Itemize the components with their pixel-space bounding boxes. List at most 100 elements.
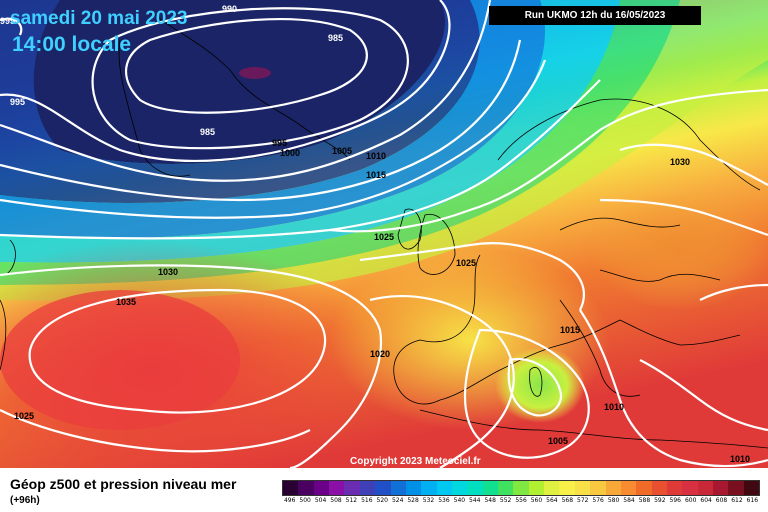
blue-band: [0, 0, 545, 239]
map-title: Géop z500 et pression niveau mer: [10, 476, 237, 492]
scale-tick-label: 560: [530, 497, 543, 504]
color-swatch: [713, 481, 729, 495]
scale-tick-label: 516: [361, 497, 373, 504]
forecast-time: 14:00 locale: [12, 33, 132, 56]
map-canvas: 990 985 985 995 995 995 1000 1005 1010 1…: [0, 0, 768, 500]
color-swatch: [375, 481, 391, 495]
weather-map: 990 985 985 995 995 995 1000 1005 1010 1…: [0, 0, 768, 500]
color-swatch: [498, 481, 514, 495]
isobar-label: 1010: [730, 454, 750, 464]
forecast-date: samedi 20 mai 2023: [10, 8, 188, 29]
color-swatch: [544, 481, 560, 495]
isobar-label: 985: [200, 127, 215, 137]
scale-tick-label: 604: [700, 497, 712, 504]
isobar-label: 990: [222, 4, 237, 14]
scale-tick-label: 504: [314, 497, 327, 504]
scale-tick-label: 544: [469, 497, 481, 504]
isobar-label: 995: [0, 16, 15, 26]
isobar-label: 985: [328, 33, 343, 43]
color-swatch: [451, 481, 468, 495]
coastlines: [0, 9, 768, 449]
color-swatch: [590, 481, 606, 495]
isobar-label: 995: [272, 138, 287, 148]
isobars: [0, 0, 768, 468]
scale-tick-label: 572: [577, 497, 589, 504]
scale-tick-label: 520: [376, 497, 388, 504]
color-swatch: [513, 481, 529, 495]
isobar-label: 1015: [560, 325, 580, 335]
isobar-label: 1025: [374, 232, 394, 242]
red-core: [0, 290, 240, 430]
color-swatch: [421, 481, 437, 495]
scale-tick-label: 524: [391, 497, 404, 504]
scale-tick-label: 528: [407, 497, 419, 504]
color-swatch: [344, 481, 360, 495]
scale-tick-label: 536: [438, 497, 450, 504]
color-swatch: [620, 481, 637, 495]
scale-tick-label: 616: [746, 497, 759, 504]
isobar-label: 1025: [14, 411, 34, 421]
scale-tick-label: 596: [669, 497, 681, 504]
model-run-label: Run UKMO 12h du 16/05/2023: [489, 6, 701, 25]
color-swatch: [651, 481, 667, 495]
color-swatch: [697, 481, 714, 495]
scale-tick-label: 576: [592, 497, 604, 504]
color-swatch: [329, 481, 345, 495]
scale-tick-label: 500: [299, 497, 311, 504]
isobar-label: 1030: [158, 267, 178, 277]
isobar-label: 995: [10, 97, 25, 107]
color-swatch: [559, 481, 575, 495]
color-swatch: [636, 481, 652, 495]
isobar-label: 1005: [332, 146, 352, 156]
scale-tick-label: 592: [654, 497, 666, 504]
color-swatch: [728, 481, 744, 495]
color-swatch: [436, 481, 452, 495]
color-scale-labels: 496 500 504 508 512 516 520 524 528 532 536 540 544 5…: [282, 497, 760, 504]
isobar-label: 1000: [280, 148, 300, 158]
isobar-label: 1010: [366, 151, 386, 161]
color-swatch: [405, 481, 422, 495]
isobar-label: 1015: [366, 170, 386, 180]
isobar-label: 1010: [604, 402, 624, 412]
isobar-label: 1005: [548, 436, 568, 446]
scale-tick-label: 552: [499, 497, 512, 504]
scale-tick-label: 600: [684, 497, 697, 504]
scale-tick-label: 580: [607, 497, 620, 504]
scale-tick-label: 548: [484, 497, 496, 504]
isobar-label: 1030: [670, 157, 690, 167]
scale-tick-label: 532: [422, 497, 435, 504]
legend-footer: Géop z500 et pression niveau mer (+96h) …: [0, 468, 768, 512]
scale-tick-label: 556: [515, 497, 527, 504]
scale-tick-label: 496: [283, 497, 296, 504]
magenta-spot: [239, 67, 271, 79]
isobar-label: 1020: [370, 349, 390, 359]
scale-tick-label: 584: [623, 497, 635, 504]
color-swatch: [390, 481, 406, 495]
isobar-label: 1025: [456, 258, 476, 268]
scale-tick-label: 608: [715, 497, 728, 504]
color-swatch: [743, 481, 760, 495]
color-swatch: [298, 481, 314, 495]
scale-tick-label: 512: [345, 497, 358, 504]
color-swatch: [528, 481, 545, 495]
color-swatch: [682, 481, 698, 495]
color-swatch: [359, 481, 376, 495]
scale-tick-label: 564: [546, 497, 558, 504]
scale-tick-label: 568: [561, 497, 574, 504]
scale-tick-label: 508: [330, 497, 342, 504]
scale-tick-label: 612: [731, 497, 743, 504]
copyright-text: Copyright 2023 Meteociel.fr: [350, 456, 481, 467]
color-swatch: [313, 481, 330, 495]
color-scale-bar: [282, 480, 760, 496]
color-swatch: [467, 481, 483, 495]
color-swatch: [574, 481, 591, 495]
isobar-labels: 990 985 985 995 995 995 1000 1005 1010 1…: [0, 4, 750, 464]
color-swatch: [605, 481, 621, 495]
scale-tick-label: 588: [638, 497, 651, 504]
lime-band: [0, 0, 768, 301]
color-swatch: [666, 481, 683, 495]
isobar-label: 1035: [116, 297, 136, 307]
forecast-hour: (+96h): [10, 495, 40, 506]
color-swatch: [482, 481, 499, 495]
green-band: [0, 0, 680, 285]
